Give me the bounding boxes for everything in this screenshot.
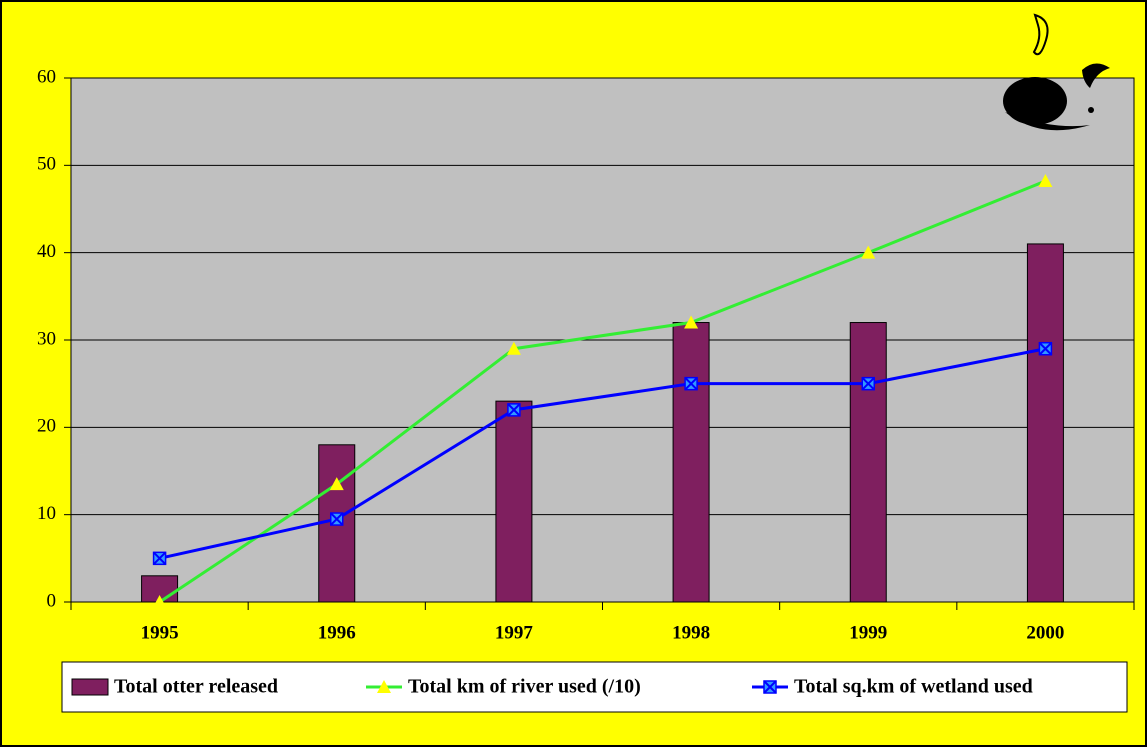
bar	[495, 400, 533, 603]
point	[684, 376, 698, 391]
legend-marker	[377, 680, 391, 693]
legend-label: Total otter released	[114, 676, 278, 698]
y-tick-label: 40	[37, 241, 56, 262]
point	[1038, 341, 1053, 356]
otter-logo	[1003, 13, 1110, 131]
x-tick-label: 1999	[849, 622, 887, 643]
legend-label: Total sq.km of wetland used	[794, 676, 1033, 698]
point	[1038, 174, 1053, 188]
y-tick-label: 20	[37, 416, 56, 437]
bar	[849, 322, 887, 603]
legend-swatch	[71, 678, 109, 696]
bar	[672, 322, 710, 603]
bar	[1026, 243, 1064, 603]
point	[329, 477, 344, 491]
y-tick-label: 60	[37, 66, 56, 87]
point	[861, 245, 876, 259]
x-tick-label: 1998	[672, 622, 710, 643]
x-tick-label: 1995	[141, 622, 179, 643]
legend-label: Total km of river used (/10)	[408, 676, 641, 698]
y-tick-label: 10	[37, 503, 56, 524]
point	[861, 376, 875, 391]
point	[152, 551, 167, 566]
x-tick-label: 1997	[495, 622, 534, 643]
y-tick-label: 30	[37, 328, 56, 349]
point	[684, 315, 699, 329]
y-tick-label: 0	[47, 590, 57, 611]
y-tick-label: 50	[37, 154, 56, 175]
x-tick-label: 2000	[1026, 622, 1064, 643]
line	[159, 347, 1046, 560]
line	[158, 179, 1046, 604]
point	[152, 595, 167, 608]
legend-box	[61, 661, 1128, 713]
point	[506, 341, 521, 355]
point	[330, 512, 344, 526]
legend-marker	[763, 680, 777, 694]
point	[507, 403, 521, 417]
x-tick-label: 1996	[318, 622, 356, 643]
